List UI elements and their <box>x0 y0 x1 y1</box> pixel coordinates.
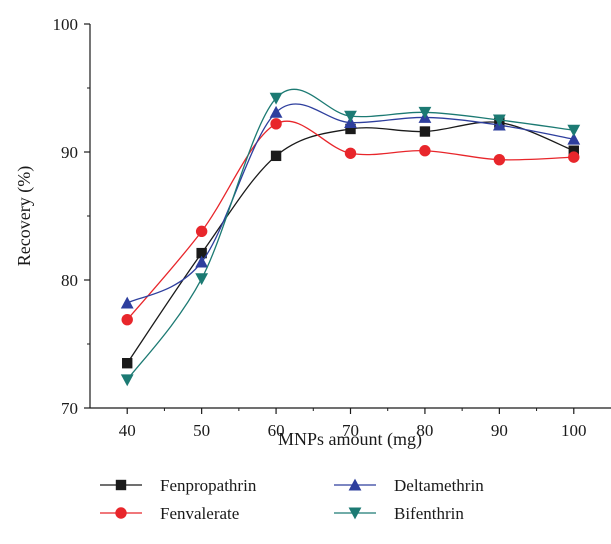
data-point <box>270 118 282 130</box>
series-fenvalerate <box>121 118 580 326</box>
legend-item: Fenpropathrin <box>100 476 257 495</box>
y-axis-label: Recovery (%) <box>14 166 35 266</box>
data-point <box>120 296 134 309</box>
legend-item: Fenvalerate <box>100 504 239 523</box>
x-tick-label: 80 <box>416 421 433 440</box>
data-point <box>345 123 356 135</box>
data-point <box>269 92 283 105</box>
y-tick-label: 70 <box>61 399 78 418</box>
data-point <box>492 114 506 127</box>
axes: 70 80 90 100 40 50 60 70 80 90 100 <box>53 15 611 440</box>
data-point <box>195 225 208 238</box>
x-tick-label: 70 <box>342 421 359 440</box>
data-point <box>195 255 209 268</box>
series-layer <box>120 88 581 387</box>
data-point <box>567 132 581 145</box>
x-tick-label: 100 <box>561 421 587 440</box>
data-point <box>120 374 134 387</box>
x-tick-label: 50 <box>193 421 210 440</box>
data-point <box>418 106 432 119</box>
y-tick-label: 80 <box>61 271 78 290</box>
legend-marker <box>115 507 127 519</box>
data-point <box>195 273 209 286</box>
data-point <box>419 145 431 157</box>
data-point <box>493 153 506 166</box>
data-point <box>196 247 207 259</box>
data-point <box>568 145 579 156</box>
x-tick-label: 90 <box>491 421 508 440</box>
legend-label: Fenpropathrin <box>160 476 257 495</box>
legend-marker <box>115 479 127 491</box>
legend-label: Fenvalerate <box>160 504 239 523</box>
x-tick-label: 40 <box>119 421 136 440</box>
legend-marker <box>348 507 362 520</box>
series-bifenthrin <box>120 88 581 387</box>
legend: Fenpropathrin Fenvalerate Deltamethrin Bife… <box>100 476 484 523</box>
legend-label: Deltamethrin <box>394 476 484 495</box>
data-point <box>344 110 357 123</box>
data-point <box>122 358 133 369</box>
data-point <box>121 313 133 326</box>
legend-marker <box>348 478 362 491</box>
legend-item: Deltamethrin <box>334 476 484 495</box>
data-point <box>567 124 581 137</box>
data-point <box>419 126 431 137</box>
y-tick-label: 90 <box>61 143 78 162</box>
x-axis-label: MNPs amount (mg) <box>278 429 422 450</box>
data-point <box>270 150 282 162</box>
series-deltamethrin <box>120 103 581 309</box>
legend-label: Bifenthrin <box>394 504 464 523</box>
data-point <box>344 147 357 159</box>
legend-item: Bifenthrin <box>334 504 464 523</box>
y-tick-label: 100 <box>53 15 79 34</box>
data-point <box>269 105 283 118</box>
x-tick-label: 60 <box>268 421 285 440</box>
data-point <box>568 151 580 163</box>
